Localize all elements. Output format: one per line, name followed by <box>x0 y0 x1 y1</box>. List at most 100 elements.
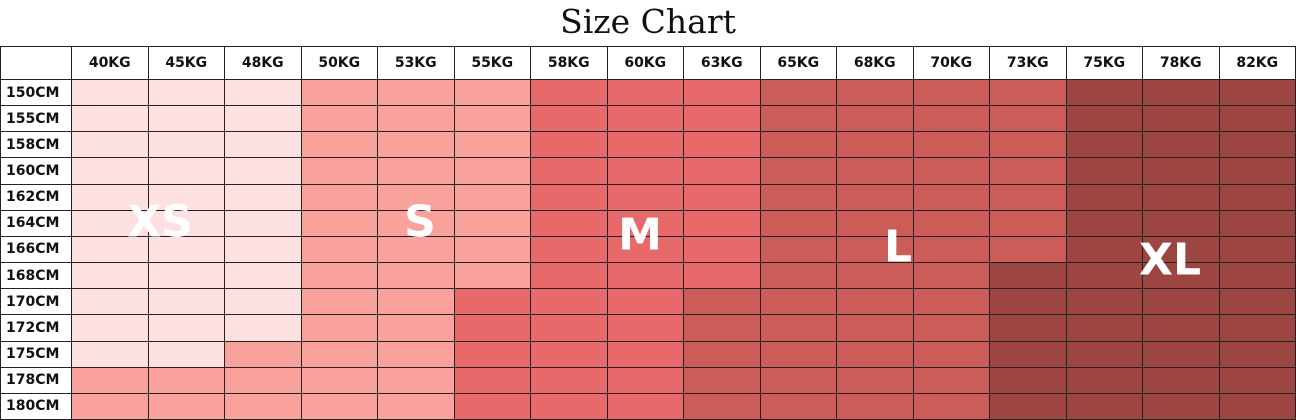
cell <box>1066 184 1143 211</box>
cell <box>72 80 149 107</box>
cell <box>1143 315 1220 342</box>
cell <box>1066 210 1143 237</box>
cell <box>607 106 684 133</box>
cell <box>225 158 302 185</box>
row-header: 162CM <box>0 184 72 211</box>
cell <box>301 106 378 133</box>
cell <box>837 210 914 237</box>
cell <box>225 210 302 237</box>
corner-cell <box>0 46 72 80</box>
cell <box>454 80 531 107</box>
cell <box>378 367 455 394</box>
cell <box>913 132 990 159</box>
cell <box>72 210 149 237</box>
cell <box>531 210 608 237</box>
cell <box>913 210 990 237</box>
cell <box>72 184 149 211</box>
cell <box>684 132 761 159</box>
cell <box>454 210 531 237</box>
cell <box>684 315 761 342</box>
cell <box>225 263 302 290</box>
cell <box>684 80 761 107</box>
cell <box>760 393 837 420</box>
cell <box>72 393 149 420</box>
cell <box>301 367 378 394</box>
cell <box>684 236 761 264</box>
cell <box>990 106 1067 133</box>
cell <box>913 263 990 290</box>
cell <box>531 158 608 185</box>
cell <box>607 289 684 316</box>
row-header: 166CM <box>0 236 72 264</box>
cell <box>760 263 837 290</box>
cell <box>1219 158 1296 185</box>
column-header: 40KG <box>72 46 149 80</box>
cell <box>837 184 914 211</box>
cell <box>454 263 531 290</box>
cell <box>760 80 837 107</box>
cell <box>225 289 302 316</box>
cell <box>72 289 149 316</box>
cell <box>1066 315 1143 342</box>
row-header: 158CM <box>0 132 72 159</box>
cell <box>225 132 302 159</box>
cell <box>148 315 225 342</box>
cell <box>760 289 837 316</box>
cell <box>1143 236 1220 264</box>
cell <box>531 184 608 211</box>
cell <box>837 80 914 107</box>
cell <box>760 132 837 159</box>
cell <box>148 289 225 316</box>
cell <box>607 158 684 185</box>
column-header: 60KG <box>607 46 684 80</box>
cell <box>148 367 225 394</box>
cell <box>607 80 684 107</box>
cell <box>1143 158 1220 185</box>
cell <box>684 341 761 368</box>
cell <box>837 341 914 368</box>
cell <box>990 184 1067 211</box>
cell <box>1066 106 1143 133</box>
column-header: 73KG <box>990 46 1067 80</box>
cell <box>1143 263 1220 290</box>
cell <box>760 341 837 368</box>
cell <box>454 393 531 420</box>
cell <box>301 341 378 368</box>
row-header: 150CM <box>0 80 72 107</box>
cell <box>1066 393 1143 420</box>
cell <box>301 132 378 159</box>
row-header: 170CM <box>0 289 72 316</box>
cell <box>990 236 1067 264</box>
column-header: 78KG <box>1143 46 1220 80</box>
cell <box>72 263 149 290</box>
size-label: L <box>883 221 913 273</box>
cell <box>760 210 837 237</box>
cell <box>301 184 378 211</box>
cell <box>990 132 1067 159</box>
row-header: 168CM <box>0 263 72 290</box>
column-header: 75KG <box>1066 46 1143 80</box>
cell <box>684 367 761 394</box>
cell <box>1219 393 1296 420</box>
cell <box>837 367 914 394</box>
cell <box>913 289 990 316</box>
cell <box>148 393 225 420</box>
cell <box>72 106 149 133</box>
cell <box>72 315 149 342</box>
cell <box>531 289 608 316</box>
cell <box>72 158 149 185</box>
cell <box>837 106 914 133</box>
cell <box>1219 80 1296 107</box>
cell <box>913 315 990 342</box>
cell <box>1143 106 1220 133</box>
cell <box>72 236 149 264</box>
cell <box>607 184 684 211</box>
cell <box>148 184 225 211</box>
cell <box>1143 132 1220 159</box>
cell <box>990 210 1067 237</box>
cell <box>378 315 455 342</box>
cell <box>301 289 378 316</box>
cell <box>454 289 531 316</box>
cell <box>531 341 608 368</box>
cell <box>913 106 990 133</box>
